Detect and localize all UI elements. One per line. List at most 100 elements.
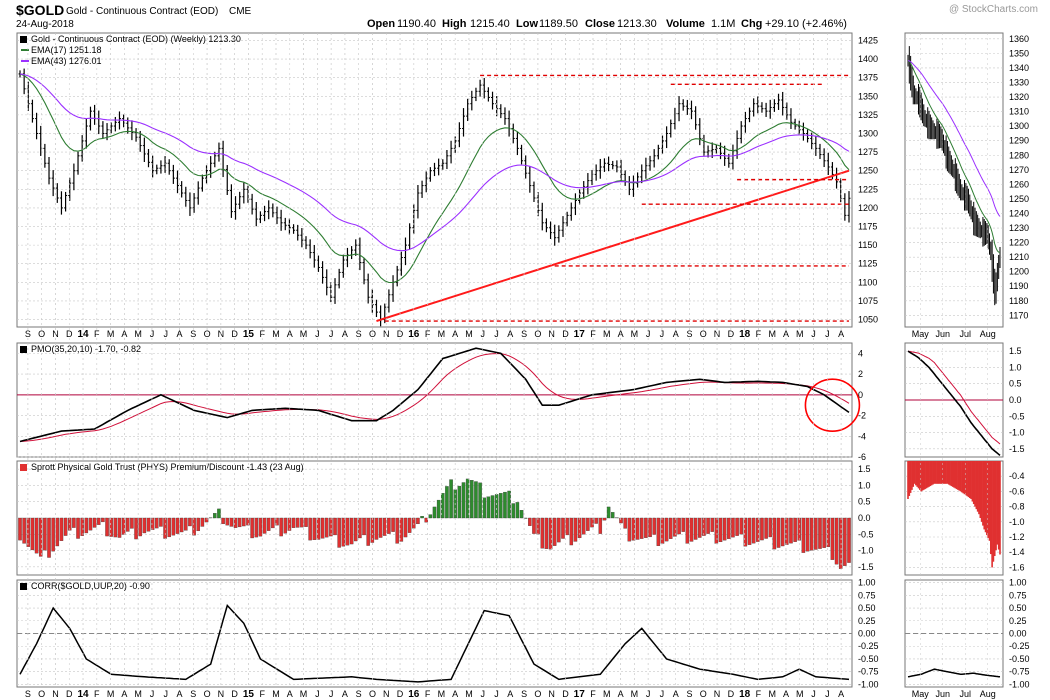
legend-entry: EMA(43) 1276.01 xyxy=(31,56,102,66)
x-tick-label: S xyxy=(190,689,196,699)
phys-bar xyxy=(34,517,39,554)
open-value: 1190.40 xyxy=(397,18,436,30)
y-tick-label: 1180 xyxy=(1009,296,1028,306)
phys-bar xyxy=(764,517,768,539)
phys-bar xyxy=(449,479,453,519)
watermark: @ StockCharts.com xyxy=(949,4,1038,15)
phys-daily-bar xyxy=(978,461,980,515)
phys-bar xyxy=(830,517,835,560)
phys-daily-bar xyxy=(991,461,993,568)
y-tick-label: -1.00 xyxy=(858,679,879,689)
phys-bar xyxy=(266,517,271,531)
y-tick-label: 0 xyxy=(858,390,863,400)
phys-bar xyxy=(304,517,308,527)
y-tick-label: 0.00 xyxy=(1009,629,1027,639)
phys-bar xyxy=(490,495,495,519)
phys-bar xyxy=(395,517,399,544)
phys-daily-bar xyxy=(916,461,918,487)
phys-daily-bar xyxy=(993,461,996,556)
y-tick-label: 1125 xyxy=(858,259,877,269)
y-tick-label: 1400 xyxy=(858,54,878,64)
corr-line xyxy=(19,604,850,683)
low-label: Low xyxy=(516,18,538,30)
y-tick-label: 1325 xyxy=(858,110,878,120)
phys-daily-bar xyxy=(944,461,946,484)
x-tick-label: M xyxy=(768,689,776,699)
phys-bar xyxy=(590,517,594,528)
phys-bar xyxy=(428,514,433,519)
phys-bar xyxy=(105,517,109,537)
phys-bar xyxy=(76,517,80,539)
phys-bar xyxy=(507,490,511,519)
quote-bar: Open 1190.40 High 1215.40 Low 1189.50 Cl… xyxy=(367,18,847,30)
phys-bar xyxy=(420,516,424,519)
y-tick-label: 1350 xyxy=(858,91,878,101)
x-tick-label: A xyxy=(783,689,789,699)
y-tick-label: 1330 xyxy=(1009,77,1029,87)
y-tick-label: 0.75 xyxy=(1009,590,1027,600)
y-tick-label: 1260 xyxy=(1009,179,1029,189)
phys-bar xyxy=(470,480,474,519)
y-tick-label: 1175 xyxy=(858,222,877,232)
phys-daily-bar xyxy=(976,461,979,512)
volume-value: 1.1M xyxy=(711,18,735,30)
phys-bar xyxy=(134,517,138,540)
pmo-daily-signal-line xyxy=(907,350,1001,445)
y-tick-label: 0.0 xyxy=(1009,395,1022,405)
phys-daily-bar xyxy=(979,461,982,518)
phys-bar xyxy=(72,517,76,528)
x-tick-label: J xyxy=(494,689,499,699)
y-tick-label: 1275 xyxy=(858,147,878,157)
phys-bar xyxy=(225,517,229,526)
y-tick-label: -1.2 xyxy=(1009,532,1025,542)
phys-bar xyxy=(88,517,93,531)
phys-daily-bar xyxy=(997,461,1000,550)
corr-daily-line xyxy=(907,668,1001,678)
phys-bar xyxy=(511,503,516,519)
x-tick-label: A xyxy=(673,689,679,699)
phys-daily-bar xyxy=(934,461,937,484)
phys-bar xyxy=(722,517,727,541)
phys-bar xyxy=(436,499,441,519)
phys-bar xyxy=(320,517,325,539)
phys-daily-bar xyxy=(965,461,967,496)
phys-bar xyxy=(528,517,532,526)
phys-bar xyxy=(789,517,793,544)
x-tick-label: A xyxy=(618,689,624,699)
phys-bar xyxy=(797,517,802,541)
phys-daily-bar xyxy=(915,461,917,486)
x-tick-label: 16 xyxy=(408,689,420,700)
phys-bar xyxy=(51,517,55,552)
phys-bar xyxy=(59,517,64,541)
symbol-label: $GOLD xyxy=(16,2,64,18)
x-tick-label: N xyxy=(548,689,555,699)
high-label: High xyxy=(442,18,467,30)
phys-bar xyxy=(627,517,632,542)
phys-bar xyxy=(818,517,822,549)
y-tick-label: 1.0 xyxy=(1009,362,1022,372)
x-tick-label: 14 xyxy=(77,689,89,700)
symbol-name: Gold - Continuous Contract (EOD) xyxy=(66,6,218,17)
phys-bar xyxy=(192,517,196,536)
phys-bar xyxy=(97,517,101,525)
phys-bar xyxy=(407,517,412,533)
phys-bar xyxy=(67,517,72,531)
phys-bar xyxy=(714,517,719,544)
x-tick-label: F xyxy=(94,689,100,699)
x-tick-label: O xyxy=(38,689,45,699)
phys-bar xyxy=(838,517,843,569)
price-panel xyxy=(16,32,853,328)
y-tick-label: 1.5 xyxy=(1009,346,1022,356)
phys-bar xyxy=(631,517,636,541)
x-tick-label: S xyxy=(356,689,362,699)
y-tick-label: 0.5 xyxy=(858,497,871,507)
phys-daily-bar xyxy=(987,461,989,538)
highlight-circle xyxy=(804,378,861,432)
phys-bar xyxy=(482,497,486,519)
y-tick-label: -0.50 xyxy=(1009,654,1030,664)
phys-bar xyxy=(424,517,428,523)
phys-bar xyxy=(349,517,354,545)
phys-daily-bar xyxy=(925,461,928,489)
y-tick-label: -1.0 xyxy=(858,546,874,556)
x-tick-label: A xyxy=(452,689,458,699)
